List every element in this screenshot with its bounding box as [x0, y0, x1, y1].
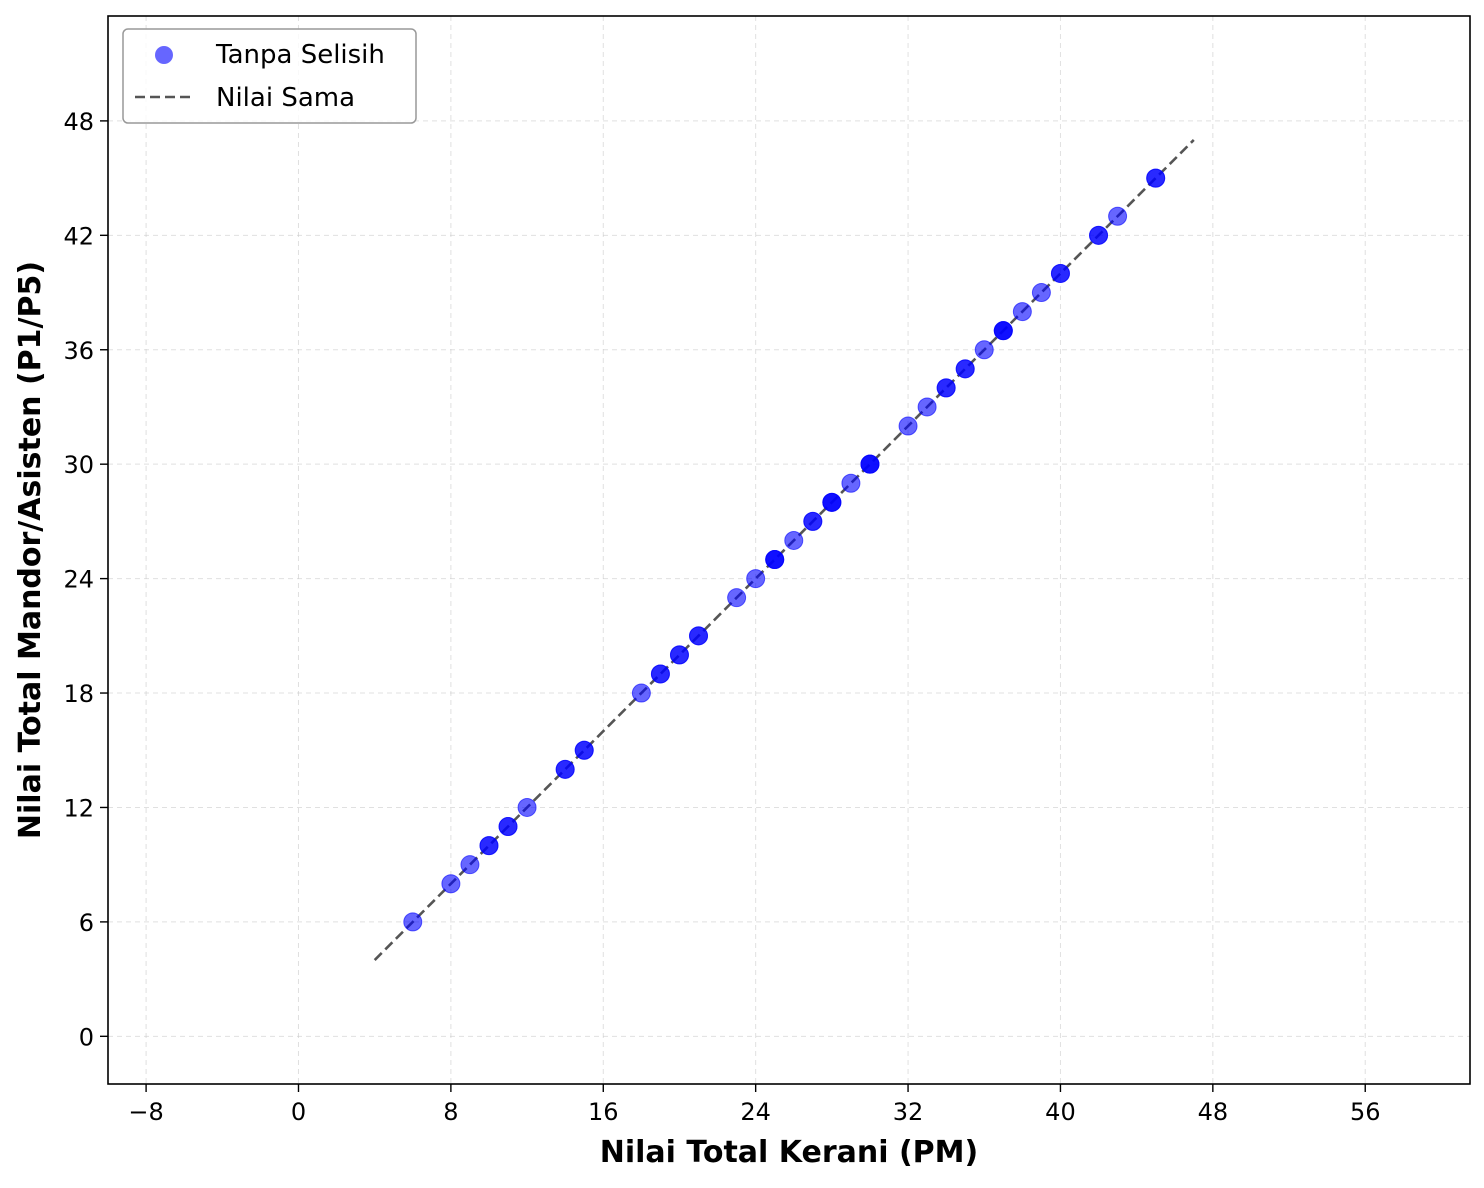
- scatter-point: [727, 588, 747, 608]
- scatter-point: [746, 569, 766, 589]
- scatter-point: [650, 664, 670, 684]
- scatter-point: [498, 817, 518, 837]
- scatter-point: [1050, 263, 1070, 283]
- legend-label-line: Nilai Sama: [216, 83, 355, 113]
- scatter-point: [669, 645, 689, 665]
- scatter-point: [631, 683, 651, 703]
- scatter-point: [993, 321, 1013, 341]
- y-tick-label: 0: [79, 1023, 94, 1051]
- scatter-point: [936, 378, 956, 398]
- x-tick-label: 0: [291, 1098, 306, 1126]
- scatter-point: [974, 340, 994, 360]
- scatter-point: [555, 759, 575, 779]
- x-tick-label: 40: [1045, 1098, 1076, 1126]
- x-tick-label: 32: [893, 1098, 924, 1126]
- identity-line: [373, 139, 1195, 961]
- scatter-point: [803, 511, 823, 531]
- scatter-point: [860, 454, 880, 474]
- plot-frame: [107, 15, 1471, 1085]
- legend-marker-scatter: [155, 46, 173, 64]
- y-tick-label: 12: [63, 794, 94, 822]
- x-tick-label: −8: [128, 1098, 163, 1126]
- y-tick-label: 18: [63, 680, 94, 708]
- x-tick-label: 24: [740, 1098, 771, 1126]
- scatter-point: [441, 874, 461, 894]
- scatter-point: [955, 359, 975, 379]
- scatter-point: [479, 836, 499, 856]
- scatter-point: [1089, 225, 1109, 245]
- y-tick-label: 30: [63, 451, 94, 479]
- x-tick-label: 48: [1198, 1098, 1229, 1126]
- x-tick-label: 16: [588, 1098, 619, 1126]
- y-tick-label: 24: [63, 566, 94, 594]
- y-axis-title: Nilai Total Mandor/Asisten (P1/P5): [13, 261, 48, 839]
- scatter-point: [460, 855, 480, 875]
- scatter-point: [689, 626, 709, 646]
- axis-ticks: −8 0 8 16 24 32 40 48 56 0 6 12 18 24 30 36 42 48: [63, 108, 1380, 1126]
- x-tick-label: 56: [1350, 1098, 1381, 1126]
- scatter-point: [517, 797, 537, 817]
- scatter-point: [765, 550, 785, 570]
- scatter-point: [917, 397, 937, 417]
- scatter-point: [1108, 206, 1128, 226]
- scatter-point: [784, 530, 804, 550]
- y-tick-label: 36: [63, 337, 94, 365]
- x-axis-title: Nilai Total Kerani (PM): [600, 1135, 979, 1170]
- grid-lines: [108, 16, 1470, 1084]
- x-tick-label: 8: [443, 1098, 458, 1126]
- scatter-point: [841, 473, 861, 493]
- scatter-point: [403, 912, 423, 932]
- scatter-point: [574, 740, 594, 760]
- y-tick-label: 48: [63, 108, 94, 136]
- y-tick-label: 6: [79, 909, 94, 937]
- plot-data: [373, 139, 1195, 961]
- scatter-point: [822, 492, 842, 512]
- legend-label-scatter: Tanpa Selisih: [215, 40, 385, 70]
- scatter-point: [1012, 302, 1032, 322]
- legend: Tanpa Selisih Nilai Sama: [122, 28, 417, 124]
- legend-box: [122, 28, 417, 124]
- scatter-point: [1146, 168, 1166, 188]
- scatter-point: [1031, 283, 1051, 303]
- y-tick-label: 42: [63, 222, 94, 250]
- scatter-point: [898, 416, 918, 436]
